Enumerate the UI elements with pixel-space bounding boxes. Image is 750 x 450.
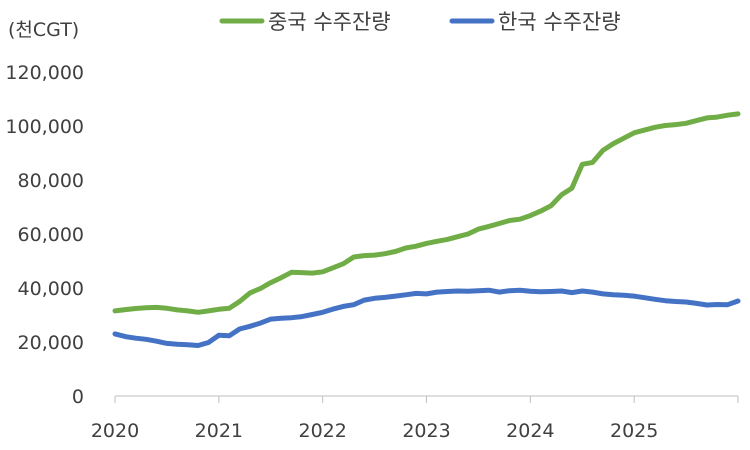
x-tick-label: 2023	[402, 420, 450, 442]
legend-label-1: 한국 수주잔량	[498, 10, 621, 34]
series-line-0	[112, 111, 741, 315]
x-tick-label: 2025	[610, 420, 658, 442]
x-tick-label: 2020	[91, 420, 139, 442]
y-tick-label: 0	[72, 386, 84, 408]
series-layer	[112, 111, 741, 348]
y-tick-label: 60,000	[18, 224, 84, 246]
series-line-1	[112, 287, 741, 348]
y-axis-ticks: 0 20,000 40,000 60,000 80,000 100,000 120,000	[5, 62, 84, 408]
legend: 중국 수주잔량 한국 수주잔량	[219, 10, 621, 34]
legend-label-0: 중국 수주잔량	[268, 10, 391, 34]
y-tick-label: 40,000	[18, 278, 84, 300]
y-tick-label: 100,000	[5, 116, 84, 138]
y-axis-unit-label: (천CGT)	[8, 19, 79, 41]
x-tick-label: 2021	[195, 420, 243, 442]
y-tick-label: 120,000	[5, 62, 84, 84]
y-tick-label: 20,000	[18, 332, 84, 354]
x-tick-label: 2022	[298, 420, 346, 442]
y-tick-label: 80,000	[18, 170, 84, 192]
x-axis: 2020 2021 2022 2023 2024 2025	[91, 395, 739, 442]
x-tick-label: 2024	[506, 420, 554, 442]
